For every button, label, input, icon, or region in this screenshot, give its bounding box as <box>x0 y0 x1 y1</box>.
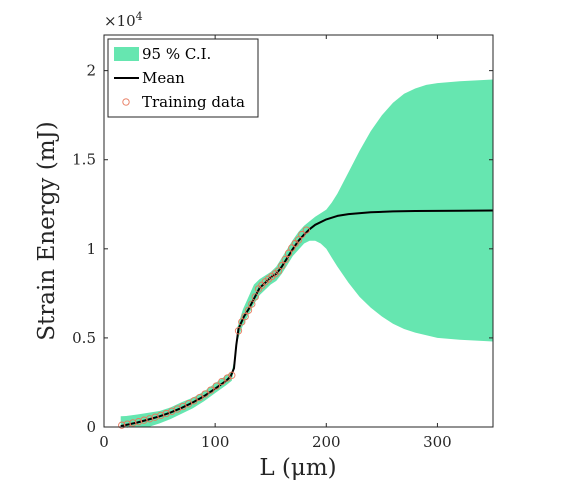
training-point <box>238 318 246 326</box>
y-ticks: 0 0.5 1 1.5 2 <box>72 62 493 436</box>
training-point <box>134 418 143 426</box>
y-exponent-power: 4 <box>136 10 143 23</box>
x-ticks: 0 100 200 300 <box>99 35 452 451</box>
plot-box <box>103 34 494 428</box>
y-tick-label: 2 <box>86 62 96 80</box>
training-point <box>190 397 198 405</box>
legend-swatch-training <box>122 98 130 106</box>
training-point <box>278 262 286 270</box>
training-point <box>228 371 236 379</box>
training-point <box>145 415 154 423</box>
ci-band-layer <box>120 79 493 427</box>
training-data-layer <box>118 226 310 429</box>
training-point <box>294 236 303 244</box>
training-point <box>248 300 256 308</box>
training-point <box>207 386 215 394</box>
training-point <box>284 249 293 257</box>
legend-label-ci: 95 % C.I. <box>142 45 211 63</box>
training-point <box>281 255 289 264</box>
ci-band <box>120 79 493 427</box>
x-tick-label: 300 <box>423 433 452 451</box>
y-exponent-label: ×104 <box>104 10 143 30</box>
training-point <box>274 267 283 275</box>
training-point <box>241 312 249 321</box>
legend-label-mean: Mean <box>142 69 185 87</box>
training-point <box>201 390 209 398</box>
training-point <box>195 393 204 402</box>
x-tick-label: 100 <box>201 433 230 451</box>
y-tick-label: 1 <box>86 240 96 258</box>
x-tick-label: 200 <box>312 433 341 451</box>
training-point <box>298 230 306 239</box>
legend-swatch-ci <box>114 47 139 61</box>
y-tick-label: 1.5 <box>72 151 96 169</box>
training-point <box>251 293 259 301</box>
training-point <box>140 416 148 424</box>
legend-label-training: Training data <box>142 93 245 111</box>
legend: 95 % C.I. Mean Training data <box>107 38 259 118</box>
training-point <box>244 306 253 314</box>
x-axis-title: L (μm) <box>259 455 336 481</box>
training-point <box>218 377 226 386</box>
y-tick-label: 0 <box>86 418 96 436</box>
y-tick-label: 0.5 <box>72 329 96 347</box>
x-tick-label: 0 <box>99 433 109 451</box>
training-point <box>302 226 310 234</box>
y-axis-title: Strain Energy (mJ) <box>34 121 60 340</box>
training-point <box>118 421 126 429</box>
training-point <box>234 327 243 335</box>
training-point <box>184 400 193 408</box>
training-point <box>129 419 137 427</box>
training-point <box>212 382 220 390</box>
